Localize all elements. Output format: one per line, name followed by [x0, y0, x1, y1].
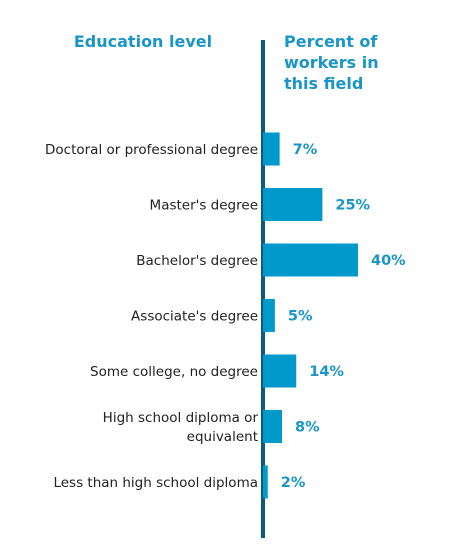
axis-line	[261, 40, 265, 538]
header-percent-line-1: Percent of	[284, 32, 378, 51]
category-label: Less than high school diploma	[53, 475, 258, 491]
category-label: Associate's degree	[131, 309, 258, 325]
header-percent-line-2: workers in	[284, 53, 379, 72]
value-label: 8%	[295, 420, 320, 436]
category-label: equivalent	[187, 429, 258, 445]
header-percent-line-3: this field	[284, 74, 363, 93]
bar-5	[263, 410, 282, 443]
bar-4	[263, 354, 297, 388]
category-label: Bachelor's degree	[136, 253, 258, 269]
value-label: 25%	[335, 198, 370, 214]
value-label: 5%	[288, 309, 313, 325]
value-label: 2%	[281, 475, 306, 491]
bar-3	[263, 299, 275, 332]
category-label: Doctoral or professional degree	[45, 142, 258, 158]
value-label: 40%	[371, 253, 406, 269]
bar-marks: Doctoral or professional degree 7% Master'…	[45, 132, 406, 499]
value-label: 7%	[293, 142, 318, 158]
category-label: Master's degree	[150, 198, 258, 214]
category-label: High school diploma or	[103, 410, 259, 426]
bar-2	[263, 243, 358, 277]
bar-6	[263, 465, 268, 499]
bar-0	[263, 132, 280, 166]
header-education-level: Education level	[74, 32, 212, 51]
bar-1	[263, 188, 323, 221]
category-label: Some college, no degree	[90, 364, 258, 380]
value-label: 14%	[309, 364, 344, 380]
